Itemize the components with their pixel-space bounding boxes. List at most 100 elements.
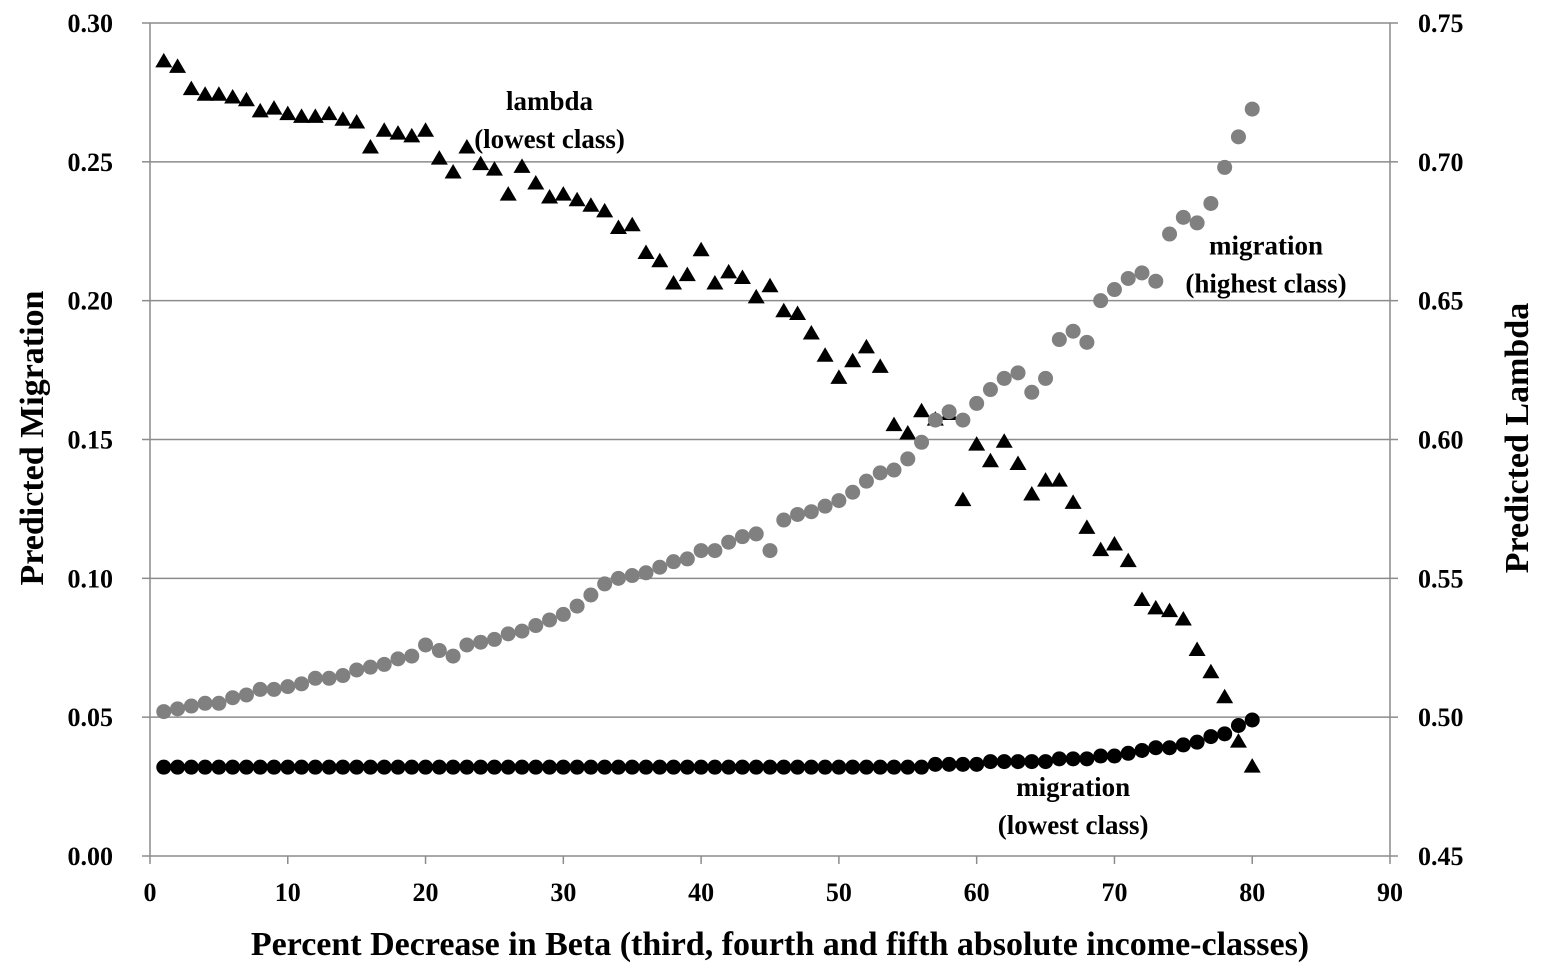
series-2-point-40	[707, 759, 723, 775]
series-2-point-35	[638, 759, 654, 775]
series-1-point-36	[652, 559, 668, 575]
series-2-point-33	[610, 759, 626, 775]
y-left-tick-label-2: 0.10	[68, 564, 114, 593]
series-2-point-57	[941, 756, 957, 772]
series-1-point-14	[349, 662, 365, 678]
series-0-point-54	[899, 424, 917, 440]
series-0-point-21	[444, 163, 462, 179]
series-1-point-77	[1217, 159, 1233, 175]
series-2-point-62	[1010, 754, 1026, 770]
series-0-point-72	[1147, 599, 1165, 615]
series-1-point-62	[1010, 365, 1026, 381]
series-2-point-48	[817, 759, 833, 775]
series-2-point-49	[831, 759, 847, 775]
x-tick-label-5: 50	[826, 878, 852, 907]
series-0	[155, 52, 1261, 773]
series-0-point-22	[458, 138, 476, 154]
series-0-point-64	[1037, 472, 1055, 487]
series-0-point-8	[265, 100, 283, 115]
series-2-point-51	[858, 759, 874, 775]
series-1-point-52	[872, 465, 888, 481]
series-2	[156, 712, 1260, 775]
series-1-point-33	[610, 570, 626, 586]
series-1-point-67	[1079, 334, 1095, 350]
series-2-point-42	[734, 759, 750, 775]
axes	[142, 22, 1398, 864]
series-0-point-33	[609, 219, 627, 234]
series-0-point-48	[816, 347, 834, 362]
series-0-point-26	[513, 158, 531, 173]
series-0-point-44	[761, 277, 779, 293]
series-1-point-8	[266, 681, 282, 697]
y-right-tick-label-6: 0.75	[1418, 9, 1464, 38]
series-1-point-71	[1134, 265, 1150, 281]
series-2-point-24	[486, 759, 502, 775]
series-1-point-6	[238, 687, 254, 703]
series-0-point-9	[279, 105, 297, 121]
series-1-point-73	[1162, 226, 1178, 242]
series-2-point-43	[748, 759, 764, 775]
series-2-point-54	[900, 759, 916, 775]
series-1-point-12	[321, 670, 337, 686]
series-2-point-59	[969, 756, 985, 772]
series-0-point-70	[1119, 552, 1137, 568]
series-0-point-58	[954, 491, 972, 507]
tick-labels: 0 10 20 30 40 50 60 70 80 90 0.00 0.05 0.10 0.15 0.20 0…	[68, 9, 1464, 907]
series-2-point-74	[1175, 737, 1191, 753]
series-1-point-68	[1093, 293, 1109, 309]
y-left-tick-label-0: 0.00	[68, 842, 114, 871]
series-2-point-8	[266, 759, 282, 775]
series-1-point-63	[1024, 384, 1040, 400]
series-1-point-54	[900, 451, 916, 467]
series-1-point-18	[404, 648, 420, 664]
series-2-point-41	[721, 759, 737, 775]
series-1-point-35	[638, 565, 654, 581]
series-2-point-60	[982, 754, 998, 770]
series-0-point-76	[1202, 663, 1220, 679]
series-0-point-41	[720, 263, 738, 279]
series-2-point-50	[845, 759, 861, 775]
series-2-point-2	[183, 759, 199, 775]
x-tick-label-6: 60	[964, 878, 990, 907]
series-1-point-10	[294, 676, 310, 692]
series-1-point-31	[583, 587, 599, 603]
series-0-point-29	[554, 186, 572, 201]
series-2-point-44	[762, 759, 778, 775]
series-1-point-29	[555, 606, 571, 622]
series-1-point-46	[790, 506, 806, 522]
series-0-point-36	[651, 252, 669, 268]
series-2-point-15	[362, 759, 378, 775]
series-0-point-39	[692, 241, 710, 257]
series-0-point-40	[706, 275, 724, 290]
x-tick-label-0: 0	[144, 878, 157, 907]
series-0-point-15	[361, 138, 379, 154]
series-1-point-37	[666, 554, 682, 570]
series-1-point-66	[1065, 323, 1081, 339]
series-2-point-4	[211, 759, 227, 775]
series-1-point-39	[693, 543, 709, 559]
series-2-point-37	[666, 759, 682, 775]
series-2-point-21	[445, 759, 461, 775]
series-0-point-12	[320, 105, 338, 121]
series-0-point-78	[1229, 733, 1247, 748]
series-0-point-0	[155, 52, 173, 68]
y-left-tick-label-4: 0.20	[68, 287, 114, 316]
series-2-point-46	[790, 759, 806, 775]
series-0-point-74	[1174, 610, 1192, 626]
series-1-point-34	[624, 568, 640, 584]
series-1-point-41	[721, 534, 737, 550]
annotations: lambda (lowest class) migration (highest cl…	[474, 86, 1346, 840]
series-0-point-24	[485, 161, 503, 176]
series-0-point-63	[1023, 486, 1041, 501]
series-1-point-47	[803, 504, 819, 520]
series-1-point-26	[514, 623, 530, 639]
series-1-point-0	[156, 704, 172, 720]
series-1-point-65	[1051, 332, 1067, 348]
series-0-point-66	[1064, 494, 1082, 509]
series-2-point-23	[473, 759, 489, 775]
series-0-point-6	[237, 91, 255, 107]
y-right-tick-label-4: 0.65	[1418, 287, 1464, 316]
series-2-point-26	[514, 759, 530, 775]
series-1-point-58	[955, 412, 971, 428]
